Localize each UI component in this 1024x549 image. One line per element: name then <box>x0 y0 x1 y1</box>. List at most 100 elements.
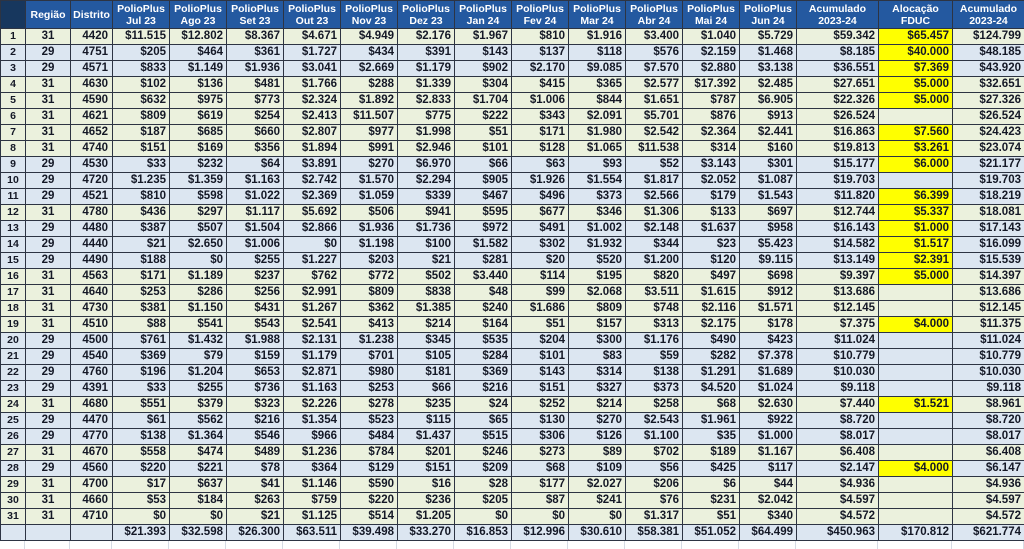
month-value-cell[interactable]: $0 <box>169 252 227 269</box>
alocacao-fduc-cell[interactable] <box>878 476 953 493</box>
month-value-cell[interactable]: $1.637 <box>682 220 740 237</box>
month-value-cell[interactable]: $467 <box>454 188 512 205</box>
month-value-cell[interactable]: $253 <box>340 380 398 397</box>
month-value-cell[interactable]: $101 <box>511 348 569 365</box>
row-number-cell[interactable]: 8 <box>0 140 26 157</box>
month-value-cell[interactable]: $2.091 <box>568 108 626 125</box>
month-value-cell[interactable]: $844 <box>568 92 626 109</box>
acumulado-cell[interactable]: $10.030 <box>796 364 879 381</box>
row-number-cell[interactable]: 26 <box>0 428 26 445</box>
month-value-cell[interactable]: $115 <box>397 412 455 429</box>
col-header-distrito[interactable]: Distrito <box>70 0 113 29</box>
month-value-cell[interactable]: $171 <box>112 268 170 285</box>
acumulado-total-cell[interactable]: $16.099 <box>952 236 1024 253</box>
month-value-cell[interactable]: $423 <box>739 332 797 349</box>
acumulado-cell[interactable]: $13.149 <box>796 252 879 269</box>
month-value-cell[interactable]: $1.059 <box>340 188 398 205</box>
month-value-cell[interactable]: $87 <box>511 492 569 509</box>
month-value-cell[interactable]: $137 <box>511 44 569 61</box>
month-value-cell[interactable]: $520 <box>568 252 626 269</box>
month-value-cell[interactable]: $980 <box>340 364 398 381</box>
month-value-cell[interactable]: $255 <box>226 252 284 269</box>
row-number-cell[interactable]: 3 <box>0 60 26 77</box>
month-value-cell[interactable]: $3.440 <box>454 268 512 285</box>
month-value-cell[interactable]: $1.198 <box>340 236 398 253</box>
month-value-cell[interactable]: $1.235 <box>112 172 170 189</box>
month-value-cell[interactable]: $143 <box>454 44 512 61</box>
regiao-cell[interactable]: 31 <box>25 284 71 301</box>
month-value-cell[interactable]: $270 <box>340 156 398 173</box>
month-value-cell[interactable]: $138 <box>625 364 683 381</box>
totals-regiao-cell[interactable] <box>25 524 71 541</box>
month-value-cell[interactable]: $436 <box>112 204 170 221</box>
distrito-cell[interactable]: 4470 <box>70 412 113 429</box>
acumulado-cell[interactable]: $4.936 <box>796 476 879 493</box>
row-number-cell[interactable]: 18 <box>0 300 26 317</box>
regiao-cell[interactable]: 29 <box>25 236 71 253</box>
distrito-cell[interactable]: 4590 <box>70 92 113 109</box>
month-value-cell[interactable]: $2.485 <box>739 76 797 93</box>
month-value-cell[interactable]: $543 <box>226 316 284 333</box>
month-value-cell[interactable]: $160 <box>739 140 797 157</box>
month-value-cell[interactable]: $1.149 <box>169 60 227 77</box>
alocacao-fduc-cell[interactable]: $6.399 <box>878 188 953 205</box>
month-value-cell[interactable]: $2.294 <box>397 172 455 189</box>
month-value-cell[interactable]: $685 <box>169 124 227 141</box>
month-value-cell[interactable]: $83 <box>568 348 626 365</box>
totals-month-cell[interactable]: $63.511 <box>283 524 341 541</box>
month-value-cell[interactable]: $24 <box>454 396 512 413</box>
acumulado-cell[interactable]: $8.017 <box>796 428 879 445</box>
month-value-cell[interactable]: $590 <box>340 476 398 493</box>
month-value-cell[interactable]: $189 <box>682 444 740 461</box>
regiao-cell[interactable]: 29 <box>25 364 71 381</box>
col-header-month-fev-24[interactable]: PolioPlus Fev 24 <box>511 0 569 29</box>
month-value-cell[interactable]: $143 <box>511 364 569 381</box>
acumulado-cell[interactable]: $27.651 <box>796 76 879 93</box>
month-value-cell[interactable]: $129 <box>340 460 398 477</box>
month-value-cell[interactable]: $1.894 <box>283 140 341 157</box>
month-value-cell[interactable]: $1.100 <box>625 428 683 445</box>
month-value-cell[interactable]: $1.571 <box>739 300 797 317</box>
regiao-cell[interactable]: 29 <box>25 412 71 429</box>
acumulado-cell[interactable]: $7.375 <box>796 316 879 333</box>
month-value-cell[interactable]: $222 <box>454 108 512 125</box>
regiao-cell[interactable]: 31 <box>25 108 71 125</box>
alocacao-fduc-cell[interactable]: $4.000 <box>878 316 953 333</box>
month-value-cell[interactable]: $344 <box>625 236 683 253</box>
month-value-cell[interactable]: $991 <box>340 140 398 157</box>
month-value-cell[interactable]: $809 <box>568 300 626 317</box>
month-value-cell[interactable]: $2.413 <box>283 108 341 125</box>
regiao-cell[interactable]: 29 <box>25 252 71 269</box>
row-number-cell[interactable]: 20 <box>0 332 26 349</box>
month-value-cell[interactable]: $1.980 <box>568 124 626 141</box>
alocacao-fduc-cell[interactable]: $5.000 <box>878 268 953 285</box>
month-value-cell[interactable]: $1.087 <box>739 172 797 189</box>
distrito-cell[interactable]: 4440 <box>70 236 113 253</box>
month-value-cell[interactable]: $1.291 <box>682 364 740 381</box>
month-value-cell[interactable]: $913 <box>739 108 797 125</box>
month-value-cell[interactable]: $551 <box>112 396 170 413</box>
month-value-cell[interactable]: $489 <box>226 444 284 461</box>
month-value-cell[interactable]: $541 <box>169 316 227 333</box>
regiao-cell[interactable]: 31 <box>25 268 71 285</box>
acumulado-total-cell[interactable]: $4.597 <box>952 492 1024 509</box>
month-value-cell[interactable]: $301 <box>739 156 797 173</box>
month-value-cell[interactable]: $1.317 <box>625 508 683 525</box>
distrito-cell[interactable]: 4571 <box>70 60 113 77</box>
month-value-cell[interactable]: $1.988 <box>226 332 284 349</box>
month-value-cell[interactable]: $11.507 <box>340 108 398 125</box>
month-value-cell[interactable]: $78 <box>226 460 284 477</box>
month-value-cell[interactable]: $235 <box>397 396 455 413</box>
month-value-cell[interactable]: $105 <box>397 348 455 365</box>
month-value-cell[interactable]: $1.967 <box>454 28 512 45</box>
acumulado-total-cell[interactable]: $26.524 <box>952 108 1024 125</box>
month-value-cell[interactable]: $762 <box>283 268 341 285</box>
acumulado-cell[interactable]: $19.813 <box>796 140 879 157</box>
distrito-cell[interactable]: 4751 <box>70 44 113 61</box>
month-value-cell[interactable]: $1.040 <box>682 28 740 45</box>
month-value-cell[interactable]: $1.000 <box>739 428 797 445</box>
month-value-cell[interactable]: $787 <box>682 92 740 109</box>
month-value-cell[interactable]: $637 <box>169 476 227 493</box>
month-value-cell[interactable]: $1.554 <box>568 172 626 189</box>
month-value-cell[interactable]: $2.170 <box>511 60 569 77</box>
